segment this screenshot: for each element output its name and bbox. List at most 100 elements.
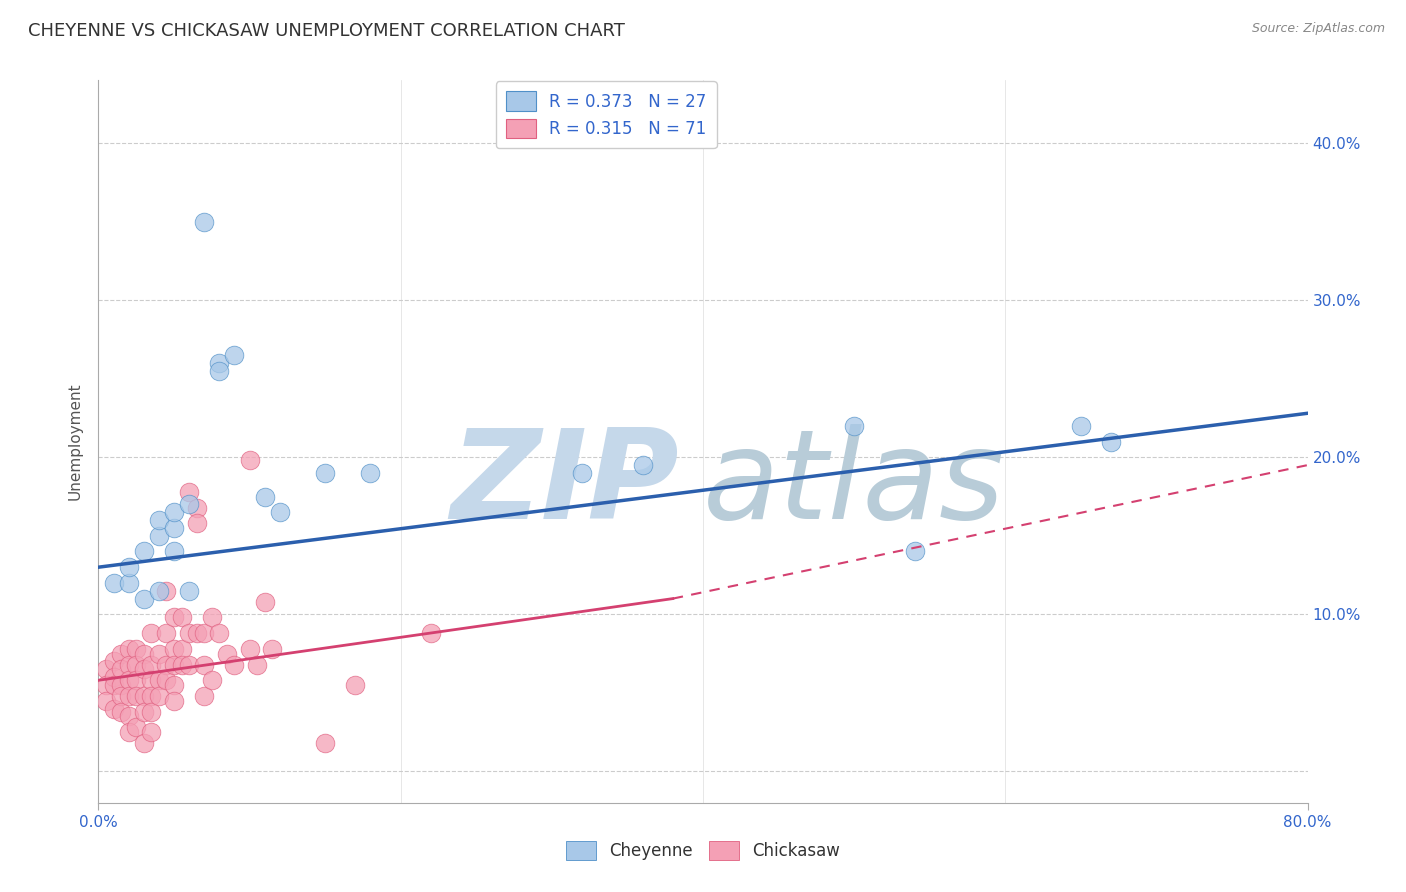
Point xyxy=(360,466,382,480)
Point xyxy=(208,356,231,370)
Point xyxy=(94,678,117,692)
Point xyxy=(110,647,132,661)
Point xyxy=(148,529,170,543)
Point xyxy=(103,701,125,715)
Text: CHEYENNE VS CHICKASAW UNEMPLOYMENT CORRELATION CHART: CHEYENNE VS CHICKASAW UNEMPLOYMENT CORRE… xyxy=(28,22,626,40)
Point xyxy=(110,689,132,703)
Point xyxy=(170,641,193,656)
Point xyxy=(132,647,155,661)
Point xyxy=(420,626,443,640)
Point xyxy=(163,694,186,708)
Point xyxy=(132,736,155,750)
Point xyxy=(201,610,224,624)
Point xyxy=(132,705,155,719)
Point xyxy=(314,736,336,750)
Point xyxy=(163,657,186,672)
Point xyxy=(110,662,132,676)
Point xyxy=(179,657,201,672)
Point xyxy=(148,647,170,661)
Point xyxy=(239,641,262,656)
Point xyxy=(246,657,269,672)
Point xyxy=(1099,434,1122,449)
Point xyxy=(179,583,201,598)
Point xyxy=(163,505,186,519)
Y-axis label: Unemployment: Unemployment xyxy=(67,383,83,500)
Point xyxy=(253,490,276,504)
Text: ZIP: ZIP xyxy=(450,425,679,545)
Point xyxy=(208,626,231,640)
Point xyxy=(163,641,186,656)
Point xyxy=(132,544,155,558)
Point xyxy=(141,725,163,739)
Point xyxy=(155,673,177,688)
Point xyxy=(1070,418,1092,433)
Point xyxy=(118,725,141,739)
Point xyxy=(141,673,163,688)
Point xyxy=(344,678,367,692)
Point xyxy=(141,689,163,703)
Point xyxy=(224,348,246,362)
Point xyxy=(132,662,155,676)
Point xyxy=(163,678,186,692)
Point xyxy=(186,516,208,531)
Legend: Cheyenne, Chickasaw: Cheyenne, Chickasaw xyxy=(560,834,846,867)
Point xyxy=(118,641,141,656)
Point xyxy=(94,694,117,708)
Point xyxy=(125,689,148,703)
Point xyxy=(224,657,246,672)
Point xyxy=(163,544,186,558)
Point xyxy=(904,544,927,558)
Point xyxy=(179,484,201,499)
Point xyxy=(148,583,170,598)
Point xyxy=(125,657,148,672)
Point xyxy=(148,513,170,527)
Point xyxy=(239,453,262,467)
Point xyxy=(118,689,141,703)
Point xyxy=(155,626,177,640)
Point xyxy=(103,655,125,669)
Point xyxy=(208,364,231,378)
Point xyxy=(94,662,117,676)
Point xyxy=(118,709,141,723)
Point xyxy=(314,466,336,480)
Point xyxy=(269,505,291,519)
Text: Source: ZipAtlas.com: Source: ZipAtlas.com xyxy=(1251,22,1385,36)
Point xyxy=(125,641,148,656)
Point xyxy=(844,418,866,433)
Point xyxy=(193,214,215,228)
Point xyxy=(103,575,125,590)
Point xyxy=(193,689,215,703)
Point xyxy=(155,657,177,672)
Point xyxy=(118,560,141,574)
Point xyxy=(155,583,177,598)
Point xyxy=(186,626,208,640)
Point xyxy=(103,678,125,692)
Text: atlas: atlas xyxy=(703,425,1005,545)
Point xyxy=(125,720,148,734)
Point xyxy=(179,626,201,640)
Point xyxy=(215,647,238,661)
Point xyxy=(118,575,141,590)
Point xyxy=(141,657,163,672)
Point xyxy=(262,641,284,656)
Point xyxy=(193,626,215,640)
Point xyxy=(103,670,125,684)
Point xyxy=(141,626,163,640)
Point xyxy=(141,705,163,719)
Point xyxy=(170,657,193,672)
Point xyxy=(148,689,170,703)
Point xyxy=(186,500,208,515)
Point xyxy=(132,689,155,703)
Point xyxy=(110,705,132,719)
Point xyxy=(148,673,170,688)
Point xyxy=(201,673,224,688)
Point xyxy=(163,521,186,535)
Point xyxy=(193,657,215,672)
Point xyxy=(571,466,593,480)
Point xyxy=(170,610,193,624)
Point xyxy=(132,591,155,606)
Point xyxy=(163,610,186,624)
Point xyxy=(179,497,201,511)
Point xyxy=(253,595,276,609)
Point xyxy=(125,673,148,688)
